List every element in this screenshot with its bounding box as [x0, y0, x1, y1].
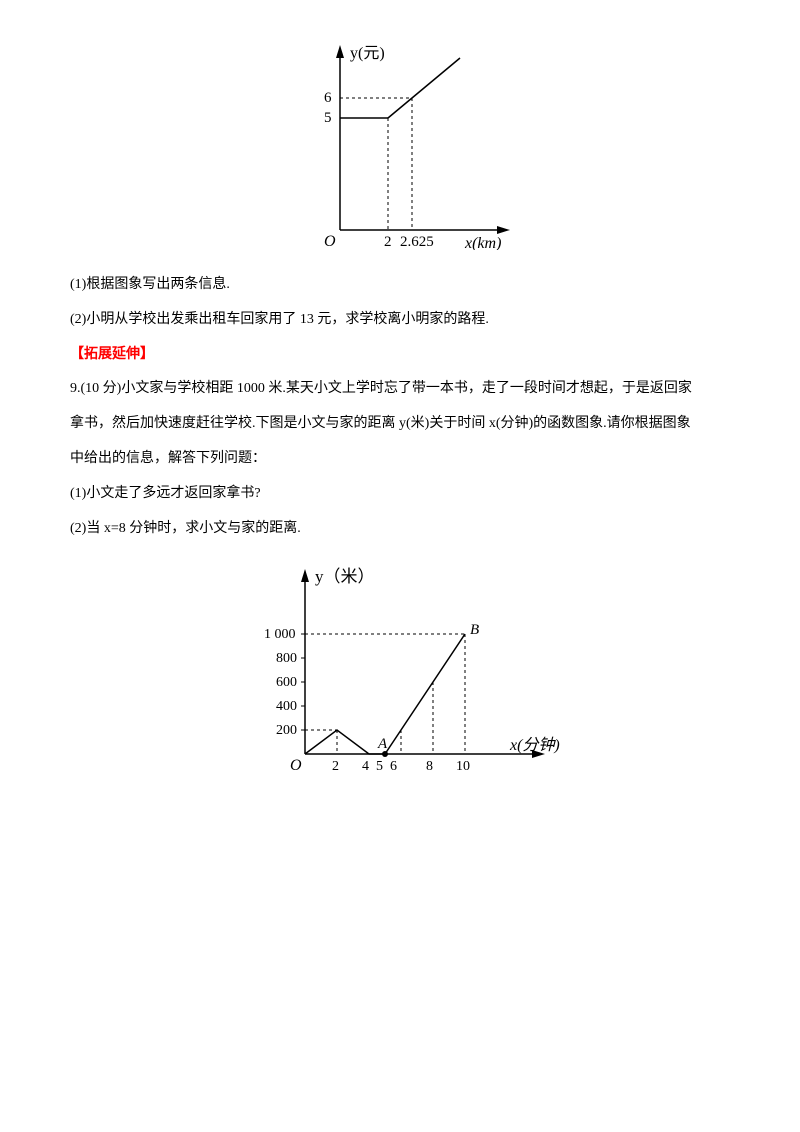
chart2-xtick-5: 5 [376, 759, 383, 774]
chart2-ytick-1000: 1 000 [264, 627, 296, 642]
q8-part2: (2)小明从学校出发乘出租车回家用了 13 元，求学校离小明家的路程. [70, 305, 730, 336]
chart2-y-label: y（米） [315, 567, 375, 586]
chart2-ytick-600: 600 [276, 675, 297, 690]
chart1-xtick-2625: 2.625 [400, 234, 434, 250]
chart2-x-label: x(分钟) [509, 736, 560, 754]
chart2-xtick-8: 8 [426, 759, 433, 774]
chart2-origin: O [290, 757, 302, 774]
q9-intro-2: 拿书，然后加快速度赶往学校.下图是小文与家的距离 y(米)关于时间 x(分钟)的… [70, 409, 730, 440]
chart2-ytick-400: 400 [276, 699, 297, 714]
chart2-ytick-200: 200 [276, 723, 297, 738]
chart2-point-B: B [470, 622, 479, 638]
chart1-container: y(元) x(km) O 5 6 2 2.625 [70, 30, 730, 250]
chart1-ytick-6: 6 [324, 90, 332, 106]
chart2-ytick-800: 800 [276, 651, 297, 666]
chart1-ytick-5: 5 [324, 110, 332, 126]
chart1-y-label: y(元) [350, 45, 385, 62]
chart2-xtick-2: 2 [332, 759, 339, 774]
q9-part2: (2)当 x=8 分钟时，求小文与家的距离. [70, 514, 730, 545]
q9-intro-1: 9.(10 分)小文家与学校相距 1000 米.某天小文上学时忘了带一本书，走了… [70, 374, 730, 405]
chart2-xtick-6: 6 [390, 759, 397, 774]
section-header: 【拓展延伸】 [70, 340, 730, 371]
chart1-x-label: x(km) [464, 235, 501, 250]
chart1-svg: y(元) x(km) O 5 6 2 2.625 [280, 30, 520, 250]
chart2-container: y（米） x(分钟) O 200 400 600 800 1 000 2 4 5… [70, 554, 730, 784]
chart2-xtick-10: 10 [456, 759, 470, 774]
q8-part1: (1)根据图象写出两条信息. [70, 270, 730, 301]
chart2-svg: y（米） x(分钟) O 200 400 600 800 1 000 2 4 5… [230, 554, 570, 784]
chart2-point-A: A [377, 736, 388, 752]
q9-intro-3: 中给出的信息，解答下列问题： [70, 444, 730, 475]
chart1-xtick-2: 2 [384, 234, 392, 250]
chart1-origin: O [324, 233, 336, 250]
q9-part1: (1)小文走了多远才返回家拿书? [70, 479, 730, 510]
chart2-xtick-4: 4 [362, 759, 369, 774]
